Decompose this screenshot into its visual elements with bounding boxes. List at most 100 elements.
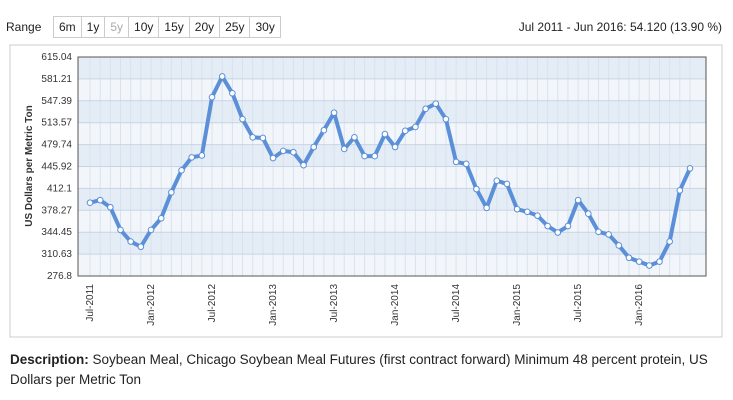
y-tick-label: 513.57 bbox=[41, 118, 72, 129]
data-point bbox=[595, 228, 602, 236]
data-point bbox=[127, 238, 134, 245]
x-tick-label: Jul-2011 bbox=[85, 284, 96, 322]
data-point bbox=[635, 258, 643, 265]
range-button[interactable]: 15y bbox=[158, 16, 190, 38]
data-point bbox=[666, 238, 673, 245]
data-point bbox=[381, 130, 389, 138]
data-point bbox=[585, 210, 592, 218]
description-label: Description: bbox=[10, 352, 89, 367]
data-point bbox=[656, 258, 663, 265]
data-point bbox=[412, 123, 419, 131]
data-point bbox=[371, 152, 379, 160]
grid-band bbox=[78, 100, 706, 123]
data-point bbox=[188, 154, 195, 161]
description-text: Soybean Meal, Chicago Soybean Meal Futur… bbox=[10, 352, 708, 387]
range-summary: Jul 2011 - Jun 2016: 54.120 (13.90 %) bbox=[518, 20, 722, 34]
y-tick-label: 581.21 bbox=[41, 74, 72, 85]
range-button[interactable]: 20y bbox=[188, 16, 221, 38]
data-point bbox=[503, 180, 511, 188]
data-point bbox=[523, 208, 531, 216]
data-point bbox=[290, 148, 297, 156]
data-point bbox=[554, 229, 562, 236]
x-tick-label: Jan-2016 bbox=[634, 284, 645, 326]
data-point bbox=[330, 109, 338, 117]
data-point bbox=[686, 165, 694, 172]
x-tick-label: Jan-2012 bbox=[146, 284, 157, 326]
range-button[interactable]: 6m bbox=[53, 16, 82, 38]
data-point bbox=[534, 212, 541, 219]
data-point bbox=[249, 134, 257, 141]
y-tick-label: 276.8 bbox=[47, 271, 72, 282]
x-tick-label: Jan-2014 bbox=[390, 284, 401, 326]
data-point bbox=[483, 204, 490, 212]
data-point bbox=[198, 152, 206, 159]
data-point bbox=[615, 242, 623, 249]
data-point bbox=[625, 254, 633, 262]
data-point bbox=[513, 205, 521, 213]
y-tick-label: 547.39 bbox=[41, 96, 72, 107]
data-point bbox=[157, 214, 165, 222]
y-tick-label: 479.74 bbox=[41, 140, 72, 151]
data-point bbox=[493, 177, 501, 184]
grid-band bbox=[78, 188, 706, 211]
data-point bbox=[269, 154, 277, 162]
data-point bbox=[300, 161, 307, 169]
data-point bbox=[442, 115, 450, 123]
range-button[interactable]: 30y bbox=[249, 16, 281, 38]
data-point bbox=[178, 167, 185, 174]
grid-band bbox=[78, 232, 706, 255]
x-tick-label: Jan-2015 bbox=[512, 284, 523, 326]
data-point bbox=[239, 115, 246, 123]
data-point bbox=[137, 243, 145, 251]
data-point bbox=[279, 147, 287, 155]
data-point bbox=[147, 226, 155, 234]
range-button[interactable]: 25y bbox=[219, 16, 251, 38]
data-point bbox=[86, 199, 94, 207]
data-point bbox=[452, 158, 460, 166]
chart: US Dollars per Metric Ton 276.8 310.63 344… bbox=[9, 44, 723, 338]
plot-border bbox=[77, 56, 707, 277]
data-point bbox=[229, 89, 236, 97]
data-point bbox=[605, 231, 612, 238]
range-buttons: 6m 1y 5y 10y 15y 20y 25y 30y bbox=[53, 16, 281, 38]
y-tick-label: 378.27 bbox=[41, 205, 72, 216]
data-point bbox=[96, 196, 104, 204]
data-point bbox=[361, 152, 368, 160]
data-point bbox=[391, 143, 399, 151]
y-tick-label: 445.92 bbox=[41, 162, 72, 173]
data-point bbox=[218, 73, 226, 80]
data-point bbox=[107, 203, 114, 211]
x-tick-label: Jul-2012 bbox=[207, 284, 218, 323]
y-tick-label: 310.63 bbox=[41, 249, 72, 260]
data-point bbox=[168, 189, 175, 196]
x-tick-label: Jan-2013 bbox=[268, 284, 279, 326]
data-point bbox=[676, 187, 684, 194]
y-tick-label: 615.04 bbox=[41, 52, 72, 63]
x-tick-label: Jul-2015 bbox=[573, 284, 584, 323]
range-bar: Range 6m 1y 5y 10y 15y 20y 25y 30y Jul 2011 - J… bbox=[6, 16, 724, 38]
data-point bbox=[473, 185, 480, 193]
range-label: Range bbox=[6, 20, 42, 34]
range-button[interactable]: 10y bbox=[128, 16, 160, 38]
data-point bbox=[208, 93, 216, 101]
data-point bbox=[432, 100, 440, 107]
y-tick-label: 344.45 bbox=[41, 227, 72, 238]
x-tick-label: Jul-2013 bbox=[329, 284, 340, 323]
grid-band bbox=[78, 57, 706, 79]
data-point bbox=[310, 143, 318, 151]
description: Description: Soybean Meal, Chicago Soybe… bbox=[10, 350, 710, 390]
data-point bbox=[422, 105, 429, 113]
data-point bbox=[320, 126, 328, 134]
y-tick-label: 412.1 bbox=[47, 183, 72, 194]
data-point bbox=[646, 262, 653, 269]
y-axis-label: US Dollars per Metric Ton bbox=[24, 105, 35, 227]
data-point bbox=[259, 134, 267, 142]
data-point bbox=[401, 127, 409, 135]
range-button: 5y bbox=[104, 16, 130, 38]
data-point bbox=[117, 226, 124, 234]
data-point bbox=[564, 222, 572, 230]
data-point bbox=[574, 196, 582, 204]
grid-band bbox=[78, 144, 706, 167]
data-point bbox=[544, 222, 551, 230]
